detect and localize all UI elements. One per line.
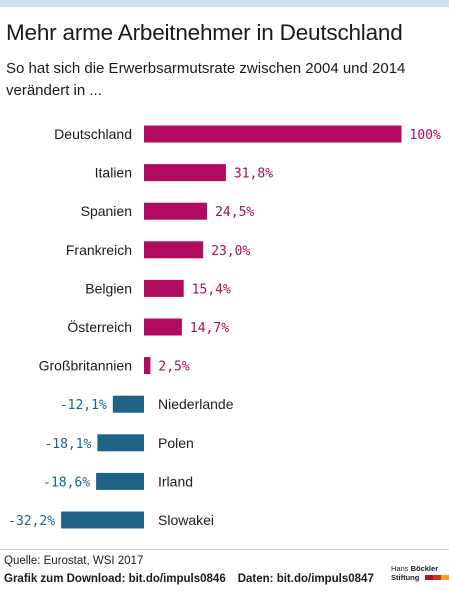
download-link[interactable]: Grafik zum Download: bit.do/impuls0846: [4, 573, 226, 585]
value-label-2: 24,5%: [215, 205, 254, 220]
bar-8: [97, 434, 144, 452]
category-label-9: Irland: [158, 473, 193, 489]
value-label-10: -32,2%: [8, 514, 55, 529]
value-label-9: -18,6%: [43, 475, 90, 490]
hans-boeckler-logo: Hans Böckler Stiftung: [391, 564, 449, 586]
data-link[interactable]: Daten: bit.do/impuls0847: [237, 573, 374, 585]
bar-6: [144, 357, 151, 375]
chart-subtitle: So hat sich die Erwerbsarmutsrate zwisch…: [6, 60, 406, 99]
category-label-6: Großbritannien: [39, 358, 132, 374]
value-label-7: -12,1%: [60, 398, 107, 413]
value-label-4: 15,4%: [192, 282, 231, 297]
category-label-3: Frankreich: [66, 242, 132, 258]
logo-text-line1: Hans Böckler: [391, 564, 439, 573]
footer-divider: [0, 549, 449, 550]
category-label-10: Slowakei: [158, 512, 214, 528]
bar-2: [144, 202, 208, 220]
bar-5: [144, 318, 182, 336]
logo-color-mark: [425, 575, 449, 580]
top-accent-bar: [0, 0, 449, 7]
bar-chart: Deutschland 100% Italien 31,8% Spanien 24,5% F…: [8, 125, 441, 529]
download-note: Grafik zum Download: bit.do/impuls0846 Da…: [4, 573, 374, 585]
category-label-7: Niederlande: [158, 396, 234, 412]
category-label-2: Spanien: [81, 203, 132, 219]
value-label-3: 23,0%: [211, 244, 250, 259]
bar-1: [144, 164, 226, 182]
bar-7: [112, 395, 144, 413]
bar-9: [96, 472, 144, 490]
category-label-8: Polen: [158, 435, 194, 451]
bar-0: [144, 125, 402, 143]
category-label-1: Italien: [95, 165, 132, 181]
category-label-4: Belgien: [85, 280, 132, 296]
source-note: Quelle: Eurostat, WSI 2017: [4, 555, 144, 567]
chart-title: Mehr arme Arbeitnehmer in Deutschland: [6, 20, 403, 45]
bar-4: [144, 279, 184, 297]
value-label-6: 2,5%: [158, 360, 189, 375]
value-label-8: -18,1%: [44, 437, 91, 452]
value-label-0: 100%: [410, 128, 441, 143]
value-label-5: 14,7%: [190, 321, 229, 336]
logo-text-line2: Stiftung: [391, 573, 420, 582]
bar-3: [144, 241, 204, 259]
category-label-0: Deutschland: [54, 126, 132, 142]
category-label-5: Österreich: [67, 318, 132, 335]
value-label-1: 31,8%: [234, 167, 273, 182]
bar-10: [61, 511, 144, 529]
